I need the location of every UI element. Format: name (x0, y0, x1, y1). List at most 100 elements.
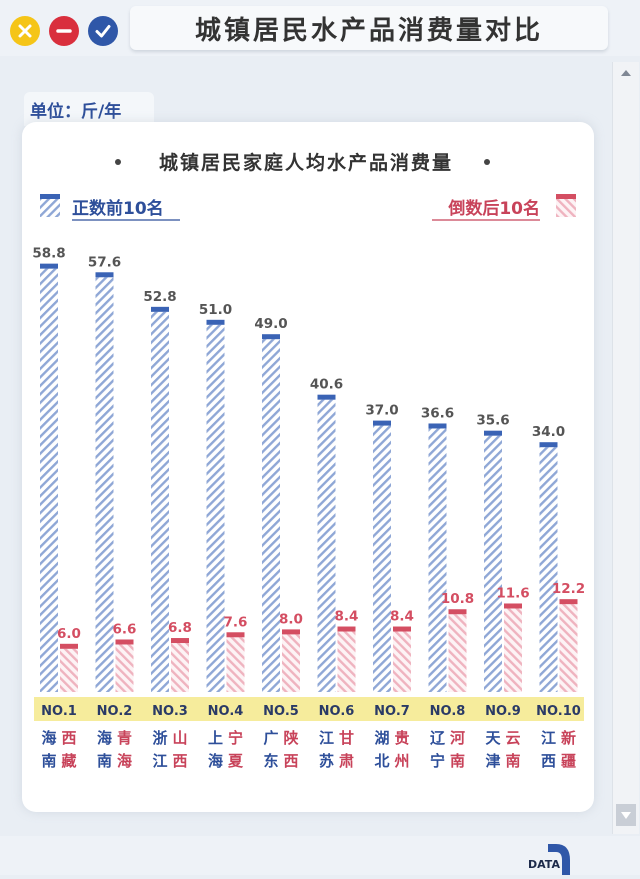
bottom-bar-cap (337, 626, 356, 632)
logo-text: DATA (528, 858, 560, 871)
bottom-value-label: 8.4 (335, 609, 359, 625)
top-value-label: 51.0 (199, 302, 232, 318)
top-value-label: 49.0 (254, 316, 287, 332)
top-region-char: 浙 (152, 729, 167, 747)
bottom-bar-cap (226, 632, 245, 638)
top-bar-cap (484, 430, 502, 436)
bottom-bar-cap (282, 629, 300, 635)
top-bar (262, 339, 280, 692)
rank-band (34, 697, 584, 721)
bottom-bar (559, 604, 578, 692)
top-bar-cap (206, 319, 225, 325)
bottom-bar-cap (393, 626, 411, 632)
scrollbar-graphics (616, 70, 636, 826)
top-bar-cap (95, 272, 114, 278)
top-value-label: 36.6 (421, 405, 454, 421)
legend-top-swatch-cap (40, 194, 60, 199)
bottom-region-char: 夏 (227, 752, 244, 770)
bottom-value-label: 7.6 (224, 614, 248, 630)
bottom-bar-cap (559, 599, 578, 605)
top-bar (539, 447, 558, 692)
top-region-char: 湖 (374, 729, 389, 747)
title-bullet-left (115, 159, 121, 165)
chart-title-group: 城镇居民家庭人均水产品消费量 (115, 151, 490, 174)
rank-label: NO.9 (485, 704, 521, 719)
title-bar: 城镇居民水产品消费量对比 (0, 0, 640, 56)
bottom-region-char: 疆 (561, 752, 576, 770)
rank-label: NO.6 (319, 704, 355, 719)
bottom-value-label: 6.6 (113, 621, 137, 637)
top-region-char: 海 (41, 729, 56, 747)
top-region-char: 北 (374, 752, 389, 770)
close-button[interactable] (10, 16, 40, 46)
top-region-char: 江 (152, 752, 167, 770)
legend-bottom-swatch (556, 199, 576, 217)
close-icon (18, 24, 32, 38)
top-value-label: 35.6 (476, 413, 509, 429)
bottom-bar (60, 648, 78, 692)
brand-logo (548, 844, 570, 875)
bottom-region-char: 山 (172, 729, 187, 747)
bottom-region-char: 南 (505, 752, 520, 770)
title-bullet-right (484, 159, 490, 165)
top-region-char: 天 (485, 729, 501, 747)
scrollbar[interactable] (612, 62, 639, 834)
top-bar-cap (40, 263, 58, 269)
bottom-region-char: 海 (117, 752, 132, 770)
legend: 正数前10名 倒数后10名 (40, 194, 576, 221)
rank-label: NO.4 (208, 704, 244, 719)
bottom-bar-cap (115, 639, 134, 645)
bottom-region-char: 云 (505, 729, 520, 747)
top-region-char: 广 (263, 729, 278, 747)
top-region-char: 辽 (430, 729, 445, 747)
bottom-region-char: 贵 (394, 729, 409, 747)
bottom-value-label: 8.4 (390, 609, 414, 625)
scroll-up-arrow-icon (621, 70, 631, 76)
bottom-region-char: 西 (283, 752, 298, 770)
rank-label: NO.2 (97, 704, 133, 719)
top-value-label: 34.0 (532, 424, 565, 440)
top-value-label: 52.8 (143, 289, 176, 305)
top-bar (317, 399, 336, 692)
top-bar (151, 311, 169, 692)
top-bar (95, 277, 114, 692)
confirm-button[interactable] (88, 16, 118, 46)
top-region-char: 西 (541, 752, 556, 770)
minimize-button[interactable] (49, 16, 79, 46)
bottom-region-char: 肃 (339, 752, 354, 770)
bottom-region-char: 河 (450, 729, 465, 747)
rank-label: NO.3 (152, 704, 188, 719)
bottom-bar (226, 637, 245, 692)
top-bar-cap (428, 423, 447, 429)
legend-top-label: 正数前10名 (72, 198, 164, 219)
rank-label: NO.10 (536, 704, 581, 719)
bottom-bar-cap (60, 643, 78, 649)
unit-label: 单位：斤/年 (24, 92, 154, 126)
bottom-value-label: 11.6 (496, 585, 529, 601)
top-bar (40, 268, 58, 692)
top-region-char: 海 (97, 729, 112, 747)
minus-icon (56, 29, 72, 33)
bottom-bar (337, 631, 356, 692)
bottom-region-char: 南 (450, 752, 465, 770)
bottom-region-char: 甘 (339, 729, 354, 747)
top-region-char: 东 (263, 752, 278, 770)
scroll-down-arrow-icon (621, 812, 631, 819)
bottom-value-label: 6.8 (168, 620, 192, 636)
top-region-char: 宁 (430, 752, 445, 770)
bottom-bar (171, 643, 189, 692)
bottom-bar (504, 608, 522, 692)
top-bar-cap (539, 442, 558, 448)
bottom-bar-cap (171, 638, 189, 644)
rank-label: NO.8 (430, 704, 466, 719)
bottom-region-char: 宁 (228, 729, 243, 747)
bottom-region-char: 藏 (61, 752, 76, 770)
top-bar (428, 428, 447, 692)
bottom-region-char: 州 (393, 752, 409, 770)
legend-bottom-label: 倒数后10名 (447, 198, 540, 219)
bottom-bar (282, 634, 300, 692)
top-region-char: 江 (541, 729, 556, 747)
bottom-region-char: 青 (117, 729, 132, 747)
top-bar (373, 425, 391, 692)
bottom-value-label: 6.0 (57, 626, 81, 642)
